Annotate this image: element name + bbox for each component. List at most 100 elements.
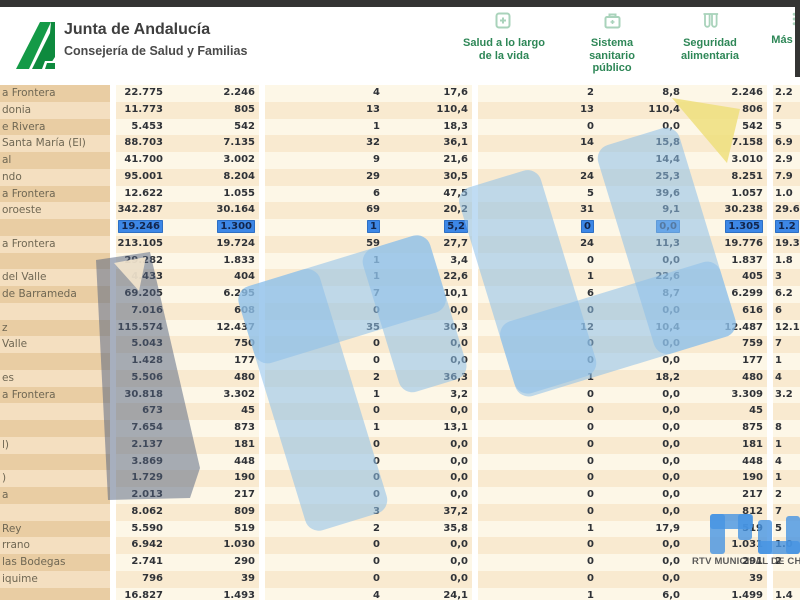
tab-mas[interactable]: Más: [752, 12, 800, 47]
table-row[interactable]: es 5.506 480 2 36,3 1 18,2 480 4: [0, 369, 800, 387]
column-gutter: [259, 202, 265, 219]
value-cell: 673: [116, 403, 167, 420]
value-cell: 32: [265, 135, 384, 152]
table-row[interactable]: 7.654 873 1 13,1 0 0,0 875 8: [0, 420, 800, 437]
value-cell: 115.574: [116, 319, 167, 337]
table-row[interactable]: 29.282 1.833 1 3,4 0 0,0 1.837 1.8: [0, 252, 800, 270]
municipality-name-cell: [0, 587, 110, 600]
table-row[interactable]: a Frontera 30.818 3.302 1 3,2 0 0,0 3.309 3.2: [0, 386, 800, 404]
table-row[interactable]: a Frontera 22.775 2.246 4 17,6 2 8,8 2.246 2.2: [0, 85, 800, 102]
table-row[interactable]: z 115.574 12.437 35 30,3 12 10,4 12.487 12.1: [0, 319, 800, 337]
table-row[interactable]: iquime 796 39 0 0,0 0 0,0 39: [0, 570, 800, 588]
column-gutter: [110, 118, 116, 136]
value-cell: 29.282: [116, 252, 167, 270]
value-cell: 190: [684, 470, 767, 487]
table-row[interactable]: e Rivera 5.453 542 1 18,3 0 0,0 542 5: [0, 118, 800, 136]
value-cell: 1.837: [684, 252, 767, 270]
tab-sistema-sanitario-publico[interactable]: Sistema sanitario público: [570, 12, 654, 75]
column-gutter: [472, 520, 478, 538]
value-cell: 0,0: [598, 353, 684, 370]
municipality-name-cell: al: [0, 152, 110, 169]
tab-seguridad-alimentaria[interactable]: Seguridad alimentaria: [652, 12, 768, 62]
table-row[interactable]: las Bodegas 2.741 290 0 0,0 0 0,0 291 2: [0, 554, 800, 571]
value-cell: 0,0: [384, 554, 472, 571]
municipality-name-cell: donia: [0, 101, 110, 119]
value-cell: 0,0: [598, 336, 684, 353]
table-row[interactable]: al 41.700 3.002 9 21,6 6 14,4 3.010 2.9: [0, 152, 800, 169]
table-row[interactable]: 19.246 1.300 1 5,2 0 0,0 1.305 1.2: [0, 219, 800, 236]
table-row[interactable]: del Valle 4.433 404 1 22,6 1 22,6 405 3: [0, 269, 800, 286]
tab-salud-a-lo-largo-de-la-vida[interactable]: Salud a lo largo de la vida: [443, 12, 565, 62]
table-row[interactable]: a Frontera 12.622 1.055 6 47,5 5 39,6 1.057 1.0: [0, 185, 800, 203]
column-gutter: [767, 152, 773, 169]
value-cell: 69.205: [116, 286, 167, 303]
table-row-partial[interactable]: 16.827 1.493 4 24,1 1 6,0 1.499 1.4: [0, 587, 800, 600]
table-row[interactable]: Rey 5.590 519 2 35,8 1 17,9 519 5: [0, 520, 800, 538]
column-gutter: [259, 219, 265, 236]
table-row[interactable]: de Barrameda 69.205 6.295 7 10,1 6 8,7 6.299 6.2: [0, 286, 800, 303]
table-row[interactable]: l) 2.137 181 0 0,0 0 0,0 181 1: [0, 436, 800, 454]
table-row[interactable]: a 2.013 217 0 0,0 0 0,0 217 2: [0, 487, 800, 504]
value-cell: 0,0: [598, 403, 684, 420]
value-cell: 22.775: [116, 85, 167, 102]
table-row[interactable]: 7.016 608 0 0,0 0 0,0 616 6: [0, 302, 800, 320]
value-cell: 0,0: [384, 570, 472, 588]
value-cell: 291: [684, 554, 767, 571]
value-cell: 3.010: [684, 152, 767, 169]
value-cell: 7.135: [167, 135, 259, 152]
value-cell: 290: [167, 554, 259, 571]
column-gutter: [259, 570, 265, 588]
value-cell: 5.043: [116, 336, 167, 353]
column-gutter: [110, 202, 116, 219]
value-cell: 22,6: [598, 269, 684, 286]
municipality-name-cell: e Rivera: [0, 118, 110, 136]
table-row[interactable]: 1.428 177 0 0,0 0 0,0 177 1: [0, 353, 800, 370]
value-cell: 0: [265, 453, 384, 471]
table-row[interactable]: 8.062 809 3 37,2 0 0,0 812 7: [0, 503, 800, 521]
value-cell: 1: [265, 420, 384, 437]
table-row[interactable]: donia 11.773 805 13 110,4 13 110,4 806 7: [0, 101, 800, 119]
table-row[interactable]: 673 45 0 0,0 0 0,0 45: [0, 403, 800, 420]
value-cell: 2: [478, 85, 598, 102]
table-row[interactable]: a Frontera 213.105 19.724 59 27,7 24 11,3 19.77…: [0, 235, 800, 253]
municipality-name-cell: iquime: [0, 570, 110, 588]
value-cell: 190: [167, 470, 259, 487]
value-cell: 0: [265, 403, 384, 420]
value-cell: 2.246: [684, 85, 767, 102]
table-row[interactable]: rrano 6.942 1.030 0 0,0 0 0,0 1.031 1.0: [0, 537, 800, 554]
value-cell: 9: [265, 152, 384, 169]
value-cell: 0,0: [598, 118, 684, 136]
value-cell: 7.654: [116, 420, 167, 437]
value-cell: 3: [265, 503, 384, 521]
value-cell: 805: [167, 101, 259, 119]
value-cell: 39,6: [598, 185, 684, 203]
value-cell: 616: [684, 302, 767, 320]
table-row[interactable]: Santa María (El) 88.703 7.135 32 36,1 14 15,8 7…: [0, 135, 800, 152]
value-cell: 3: [773, 269, 800, 286]
value-cell: 36,1: [384, 135, 472, 152]
municipality-name-cell: las Bodegas: [0, 554, 110, 571]
value-cell: 0,0: [598, 302, 684, 320]
value-cell: 0: [478, 118, 598, 136]
municipality-name-cell: Rey: [0, 520, 110, 538]
value-cell: 217: [167, 487, 259, 504]
value-cell: 213.105: [116, 235, 167, 253]
right-letterbox-bar: [795, 0, 800, 77]
table-row[interactable]: 3.869 448 0 0,0 0 0,0 448 4: [0, 453, 800, 471]
value-cell: 0: [265, 554, 384, 571]
table-row[interactable]: ndo 95.001 8.204 29 30,5 24 25,3 8.251 7.9: [0, 168, 800, 186]
value-cell: 110,4: [598, 101, 684, 119]
table-row[interactable]: oroeste 342.287 30.164 69 20,2 31 9,1 30.238 29.…: [0, 202, 800, 219]
value-cell: 17,6: [384, 85, 472, 102]
table-row[interactable]: Valle 5.043 750 0 0,0 0 0,0 759 7: [0, 336, 800, 353]
table-row[interactable]: ) 1.729 190 0 0,0 0 0,0 190 1: [0, 470, 800, 487]
municipality-name-cell: [0, 353, 110, 370]
value-cell: 0: [265, 570, 384, 588]
municipality-name-cell: a Frontera: [0, 386, 110, 404]
value-cell: 1.030: [167, 537, 259, 554]
value-cell: 0,0: [384, 470, 472, 487]
value-cell: 6.9: [773, 135, 800, 152]
value-cell: 10,1: [384, 286, 472, 303]
value-cell: 1: [478, 369, 598, 387]
column-gutter: [767, 185, 773, 203]
